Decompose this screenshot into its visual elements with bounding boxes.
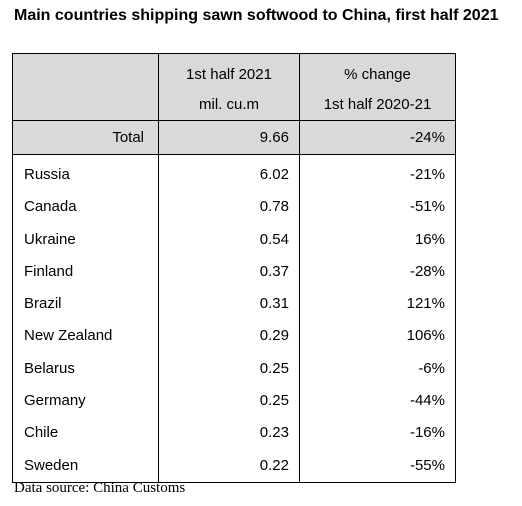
change-cell: -16%: [409, 424, 445, 442]
change-cell: -6%: [418, 359, 445, 377]
volume-cell: 0.22: [259, 456, 289, 474]
table-row: Chile 0.23 -16%: [13, 417, 455, 450]
table-body: Russia 6.02 -21% Canada 0.78 -51% Ukrain…: [13, 159, 455, 482]
volume-cell: 0.25: [259, 359, 289, 377]
total-label: Total: [112, 129, 144, 146]
change-cell: 16%: [414, 230, 445, 248]
data-source-note: Data source: China Customs: [14, 480, 186, 496]
header-country-cell: [13, 54, 158, 120]
table-row: Germany 0.25 -44%: [13, 385, 455, 418]
total-volume: 9.66: [259, 129, 289, 146]
header-volume-cell: 1st half 2021 mil. cu.m: [158, 54, 299, 120]
table-row: Canada 0.78 -51%: [13, 191, 455, 224]
change-cell: -28%: [409, 262, 445, 280]
country-cell: Chile: [24, 424, 59, 442]
data-table: 1st half 2021 mil. cu.m % change 1st hal…: [12, 53, 456, 483]
header-volume-line2: mil. cu.m: [199, 96, 259, 113]
change-cell: -44%: [409, 392, 445, 410]
header-change-line2: 1st half 2020-21: [323, 96, 432, 113]
header-change-cell: % change 1st half 2020-21: [299, 54, 455, 120]
country-cell: Ukraine: [24, 230, 76, 248]
table-title: Main countries shipping sawn softwood to…: [14, 7, 499, 24]
volume-cell: 0.25: [259, 392, 289, 410]
total-row: Total 9.66 -24%: [13, 121, 455, 155]
header-volume-line1: 1st half 2021: [186, 66, 272, 83]
volume-cell: 0.54: [259, 230, 289, 248]
change-cell: -51%: [409, 198, 445, 216]
country-cell: Canada: [24, 198, 77, 216]
table-row: Ukraine 0.54 16%: [13, 223, 455, 256]
country-cell: Brazil: [24, 295, 62, 313]
change-cell: 121%: [406, 295, 445, 313]
change-cell: -21%: [409, 166, 445, 183]
country-cell: Belarus: [24, 359, 75, 377]
country-cell: Germany: [24, 392, 86, 410]
volume-cell: 0.37: [259, 262, 289, 280]
country-cell: Finland: [24, 262, 74, 280]
country-cell: Russia: [24, 166, 70, 183]
table-row: New Zealand 0.29 106%: [13, 320, 455, 353]
country-cell: New Zealand: [24, 327, 113, 345]
volume-cell: 6.02: [259, 166, 289, 183]
volume-cell: 0.23: [259, 424, 289, 442]
table-row: Brazil 0.31 121%: [13, 288, 455, 321]
volume-cell: 0.31: [259, 295, 289, 313]
volume-cell: 0.29: [259, 327, 289, 345]
table-row: Finland 0.37 -28%: [13, 255, 455, 289]
table-row: Sweden 0.22 -55%: [13, 449, 455, 482]
header-change-line1: % change: [344, 66, 411, 83]
change-cell: 106%: [406, 327, 445, 345]
total-change: -24%: [409, 129, 445, 146]
change-cell: -55%: [409, 456, 445, 474]
country-cell: Sweden: [24, 456, 79, 474]
table-row: Russia 6.02 -21%: [13, 159, 455, 192]
table-row: Belarus 0.25 -6%: [13, 352, 455, 386]
volume-cell: 0.78: [259, 198, 289, 216]
table-header: 1st half 2021 mil. cu.m % change 1st hal…: [13, 54, 455, 121]
